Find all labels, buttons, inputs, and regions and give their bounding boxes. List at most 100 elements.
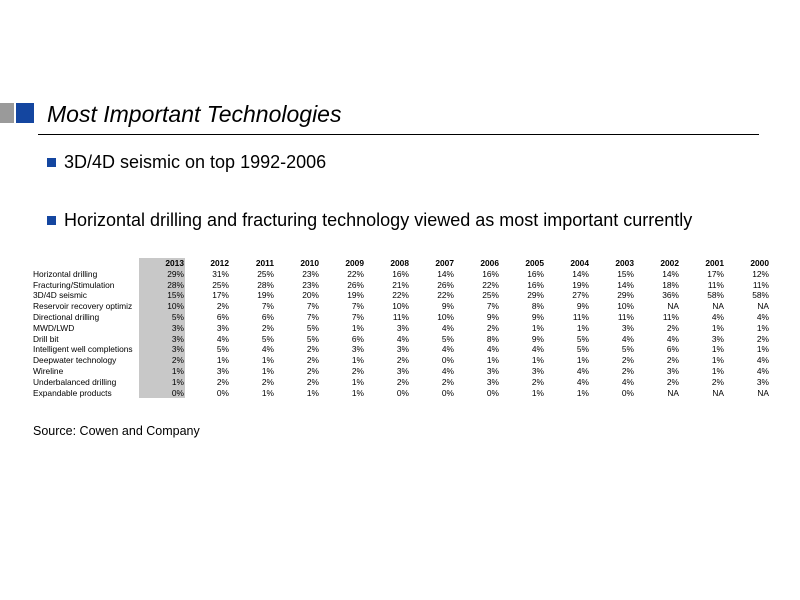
table-cell: 1%	[139, 376, 185, 388]
table-cell: 1%	[531, 355, 544, 366]
table-row: Intelligent well completions 3% 5% 4% 2% 3% 3%…	[33, 344, 770, 356]
title-divider	[38, 134, 759, 135]
table-cell: 23%	[302, 279, 319, 290]
column-header-year: 2001	[705, 258, 724, 268]
table-row: Underbalanced drilling 1% 2% 2% 2% 1% 2% 2% 3% 2%…	[33, 376, 770, 388]
table-cell: 3%	[216, 322, 229, 333]
table-row: Wireline 1% 3% 1% 2% 2% 3% 4% 3% 3% 4% 2% 3% 1% 4%	[33, 365, 770, 377]
bullet-text: Horizontal drilling and fracturing techn…	[64, 210, 693, 230]
table-cell: 4%	[756, 311, 769, 322]
table-cell: 2%	[666, 322, 679, 333]
table-cell: 4%	[621, 333, 634, 344]
table-cell: 2%	[396, 376, 409, 387]
data-table: 2013 2012 2011 2010 2009 2008 2007 2006 2005 2004…	[33, 258, 770, 399]
table-cell: 4%	[621, 376, 634, 387]
table-cell: 0%	[441, 355, 454, 366]
table-cell: 3%	[531, 365, 544, 376]
table-cell: 7%	[351, 301, 364, 312]
square-bullet-icon	[47, 158, 56, 167]
table-cell: 5%	[621, 344, 634, 355]
table-cell: 22%	[347, 268, 364, 279]
table-cell: 9%	[531, 311, 544, 322]
table-cell: 0%	[396, 387, 409, 398]
table-cell: 2%	[441, 376, 454, 387]
table-cell: 11%	[617, 311, 634, 322]
table-cell: 1%	[756, 322, 769, 333]
row-label: Reservoir recovery optimiz	[33, 301, 133, 312]
table-cell: 5%	[576, 333, 589, 344]
table-cell: 10%	[392, 301, 409, 312]
column-header-year: 2005	[525, 258, 544, 268]
table-cell: 58%	[707, 290, 724, 301]
table-cell: 2%	[756, 333, 769, 344]
table-cell: NA	[757, 387, 769, 398]
column-header-year: 2012	[210, 258, 229, 268]
table-cell: 4%	[576, 365, 589, 376]
header-corner-cell	[33, 258, 139, 269]
table-cell: 15%	[617, 268, 634, 279]
table-cell: 16%	[527, 268, 544, 279]
table-cell: 1%	[711, 322, 724, 333]
table-cell: 0%	[486, 387, 499, 398]
table-cell: 19%	[572, 279, 589, 290]
row-label: Fracturing/Stimulation	[33, 279, 115, 290]
table-cell: NA	[667, 301, 679, 312]
table-cell: 2%	[486, 322, 499, 333]
table-cell: 11%	[392, 311, 409, 322]
table-cell: 9%	[486, 311, 499, 322]
table-cell: 3%	[216, 365, 229, 376]
column-header-year: 2010	[300, 258, 319, 268]
table-row: 3D/4D seismic 15% 17% 19% 20% 19% 22% 22% 25% 29%…	[33, 290, 770, 302]
table-cell: 29%	[617, 290, 634, 301]
technology-ranking-table: 2013 2012 2011 2010 2009 2008 2007 2006 2005 2004…	[33, 258, 770, 399]
column-header-year: 2008	[390, 258, 409, 268]
table-cell: 5%	[261, 333, 274, 344]
table-cell: 1%	[711, 365, 724, 376]
table-cell: NA	[712, 387, 724, 398]
table-cell: 3%	[396, 344, 409, 355]
table-cell: 4%	[576, 376, 589, 387]
table-cell: 2%	[216, 376, 229, 387]
table-cell: 3%	[711, 333, 724, 344]
table-cell: 4%	[396, 333, 409, 344]
table-cell: 1%	[139, 365, 185, 377]
table-cell: 2%	[666, 376, 679, 387]
table-cell: 12%	[752, 268, 769, 279]
table-cell: 1%	[711, 344, 724, 355]
table-cell: 3%	[486, 376, 499, 387]
table-cell: 16%	[527, 279, 544, 290]
table-cell: 9%	[576, 301, 589, 312]
column-header-year: 2013	[139, 258, 185, 269]
table-cell: 4%	[441, 365, 454, 376]
table-cell: 2%	[531, 376, 544, 387]
table-cell: 17%	[212, 290, 229, 301]
row-label: Wireline	[33, 365, 64, 376]
table-cell: 2%	[351, 365, 364, 376]
table-cell: 36%	[662, 290, 679, 301]
table-cell: 1%	[261, 387, 274, 398]
table-row: Expandable products 0% 0% 1% 1% 1% 0% 0% 0% 1% 1% 0…	[33, 387, 770, 399]
table-cell: 4%	[216, 333, 229, 344]
table-cell: 4%	[756, 355, 769, 366]
table-cell: 1%	[756, 344, 769, 355]
table-cell: 7%	[351, 311, 364, 322]
table-row: Reservoir recovery optimiz 10% 2% 7% 7% 7% 10%…	[33, 301, 770, 312]
table-cell: 1%	[351, 355, 364, 366]
table-cell: 1%	[531, 387, 544, 398]
table-cell: 29%	[527, 290, 544, 301]
table-cell: 26%	[437, 279, 454, 290]
table-row: Drill bit 3% 4% 5% 5% 6% 4% 5% 8% 9% 5% 4% 4% 3% 2%	[33, 333, 770, 345]
table-cell: 1%	[306, 387, 319, 398]
column-header-year: 2007	[435, 258, 454, 268]
table-cell: 8%	[486, 333, 499, 344]
table-cell: 7%	[261, 301, 274, 312]
title-marker-gray	[0, 103, 14, 123]
table-cell: 2%	[306, 344, 319, 355]
table-cell: 19%	[257, 290, 274, 301]
table-cell: 11%	[752, 279, 769, 290]
table-cell: 1%	[351, 387, 364, 398]
table-cell: 9%	[441, 301, 454, 312]
row-label: Expandable products	[33, 387, 112, 398]
title-marker-blue	[16, 103, 34, 123]
table-cell: 2%	[306, 376, 319, 387]
